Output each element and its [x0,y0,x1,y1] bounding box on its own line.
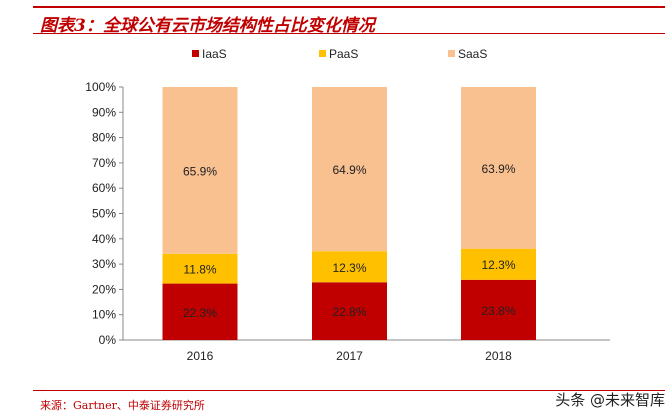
legend-swatch-saas [448,50,455,57]
y-tick-label: 30% [92,257,116,271]
legend-label: SaaS [458,47,487,61]
y-tick-label: 60% [92,181,116,195]
y-tick-label: 40% [92,232,116,246]
legend-label: IaaS [202,47,227,61]
legend-swatch-paas [319,50,326,57]
y-tick-label: 50% [92,207,116,221]
title-rule [33,33,665,34]
data-label: 12.3% [332,261,366,275]
bar-segment-saas [162,87,238,254]
y-tick-label: 10% [92,308,116,322]
y-tick-label: 20% [92,282,116,296]
x-tick-label: 2018 [485,349,512,363]
top-rule [33,6,665,8]
data-label: 63.9% [481,162,515,176]
y-tick-label: 80% [92,131,116,145]
data-label: 64.9% [332,163,366,177]
bar-segment-paas [162,253,238,284]
data-label: 23.8% [481,304,515,318]
data-label: 22.8% [332,305,366,319]
bar-segment-iaas [461,279,536,340]
bottom-rule [33,390,665,391]
bar-segment-paas [312,251,387,283]
chart-title: 图表3：全球公有云市场结构性占比变化情况 [40,16,375,36]
x-tick-label: 2016 [187,349,214,363]
y-tick-label: 70% [92,156,116,170]
bar-segment-paas [461,248,536,280]
data-label: 11.8% [183,263,216,277]
bar-segment-saas [461,87,536,249]
bar-segment-saas [312,87,387,252]
data-label: 12.3% [481,258,515,272]
source-note: 来源：Gartner、中泰证券研究所 [40,399,205,412]
legend-label: PaaS [329,47,358,61]
x-tick-label: 2017 [336,349,363,363]
y-tick-label: 0% [99,333,117,347]
bar-segment-iaas [162,283,238,340]
data-label: 65.9% [183,164,217,178]
y-tick-label: 100% [85,80,116,94]
data-label: 22.3% [183,306,217,320]
bar-segment-iaas [312,282,387,340]
watermark: 头条 @未来智库 [555,391,665,409]
y-tick-label: 90% [92,105,116,119]
legend-swatch-iaas [192,50,199,57]
